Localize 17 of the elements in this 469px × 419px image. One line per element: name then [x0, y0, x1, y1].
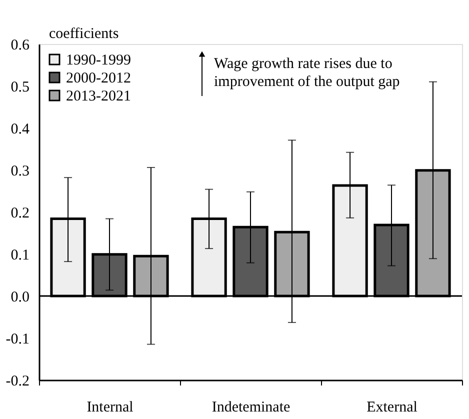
annotation: Wage growth rate rises due to improvement of the output gap	[214, 56, 400, 90]
y-axis-title: coefficients	[49, 26, 119, 42]
y-tick-label: 0.4	[10, 122, 30, 138]
x-tick-label: Indeteminate	[212, 400, 290, 416]
y-tick-label: 0.2	[10, 206, 30, 222]
y-tick-label: -0.2	[6, 374, 30, 390]
y-tick-label: 0.6	[10, 38, 30, 54]
legend-label: 2013-2021	[66, 88, 131, 104]
y-tick-label: 0.1	[10, 248, 30, 264]
legend-label: 1990-1999	[66, 52, 131, 68]
y-tick-label: 0.5	[10, 80, 30, 96]
y-tick-label: 0.0	[10, 290, 30, 306]
x-tick-label: Internal	[86, 400, 134, 416]
x-tick-label: External	[366, 400, 418, 416]
legend-label: 2000-2012	[66, 70, 131, 86]
y-tick-label: 0.3	[10, 164, 30, 180]
y-tick-label: -0.1	[6, 332, 30, 348]
